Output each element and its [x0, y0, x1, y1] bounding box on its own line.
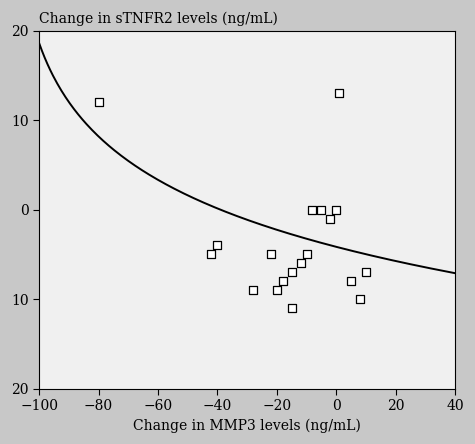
Point	[267, 251, 275, 258]
Point	[347, 278, 355, 285]
Point	[95, 99, 103, 106]
Point	[332, 206, 340, 213]
Point	[279, 278, 286, 285]
Point	[318, 206, 325, 213]
Point	[297, 260, 304, 267]
Point	[356, 296, 364, 303]
Point	[303, 251, 310, 258]
Point	[288, 305, 295, 312]
Point	[309, 206, 316, 213]
Point	[362, 269, 370, 276]
Point	[326, 215, 334, 222]
X-axis label: Change in MMP3 levels (ng/mL): Change in MMP3 levels (ng/mL)	[133, 419, 361, 433]
Point	[249, 287, 257, 294]
Point	[208, 251, 215, 258]
Point	[288, 269, 295, 276]
Point	[335, 90, 343, 97]
Text: Change in sTNFR2 levels (ng/mL): Change in sTNFR2 levels (ng/mL)	[39, 11, 278, 25]
Point	[273, 287, 281, 294]
Point	[214, 242, 221, 249]
